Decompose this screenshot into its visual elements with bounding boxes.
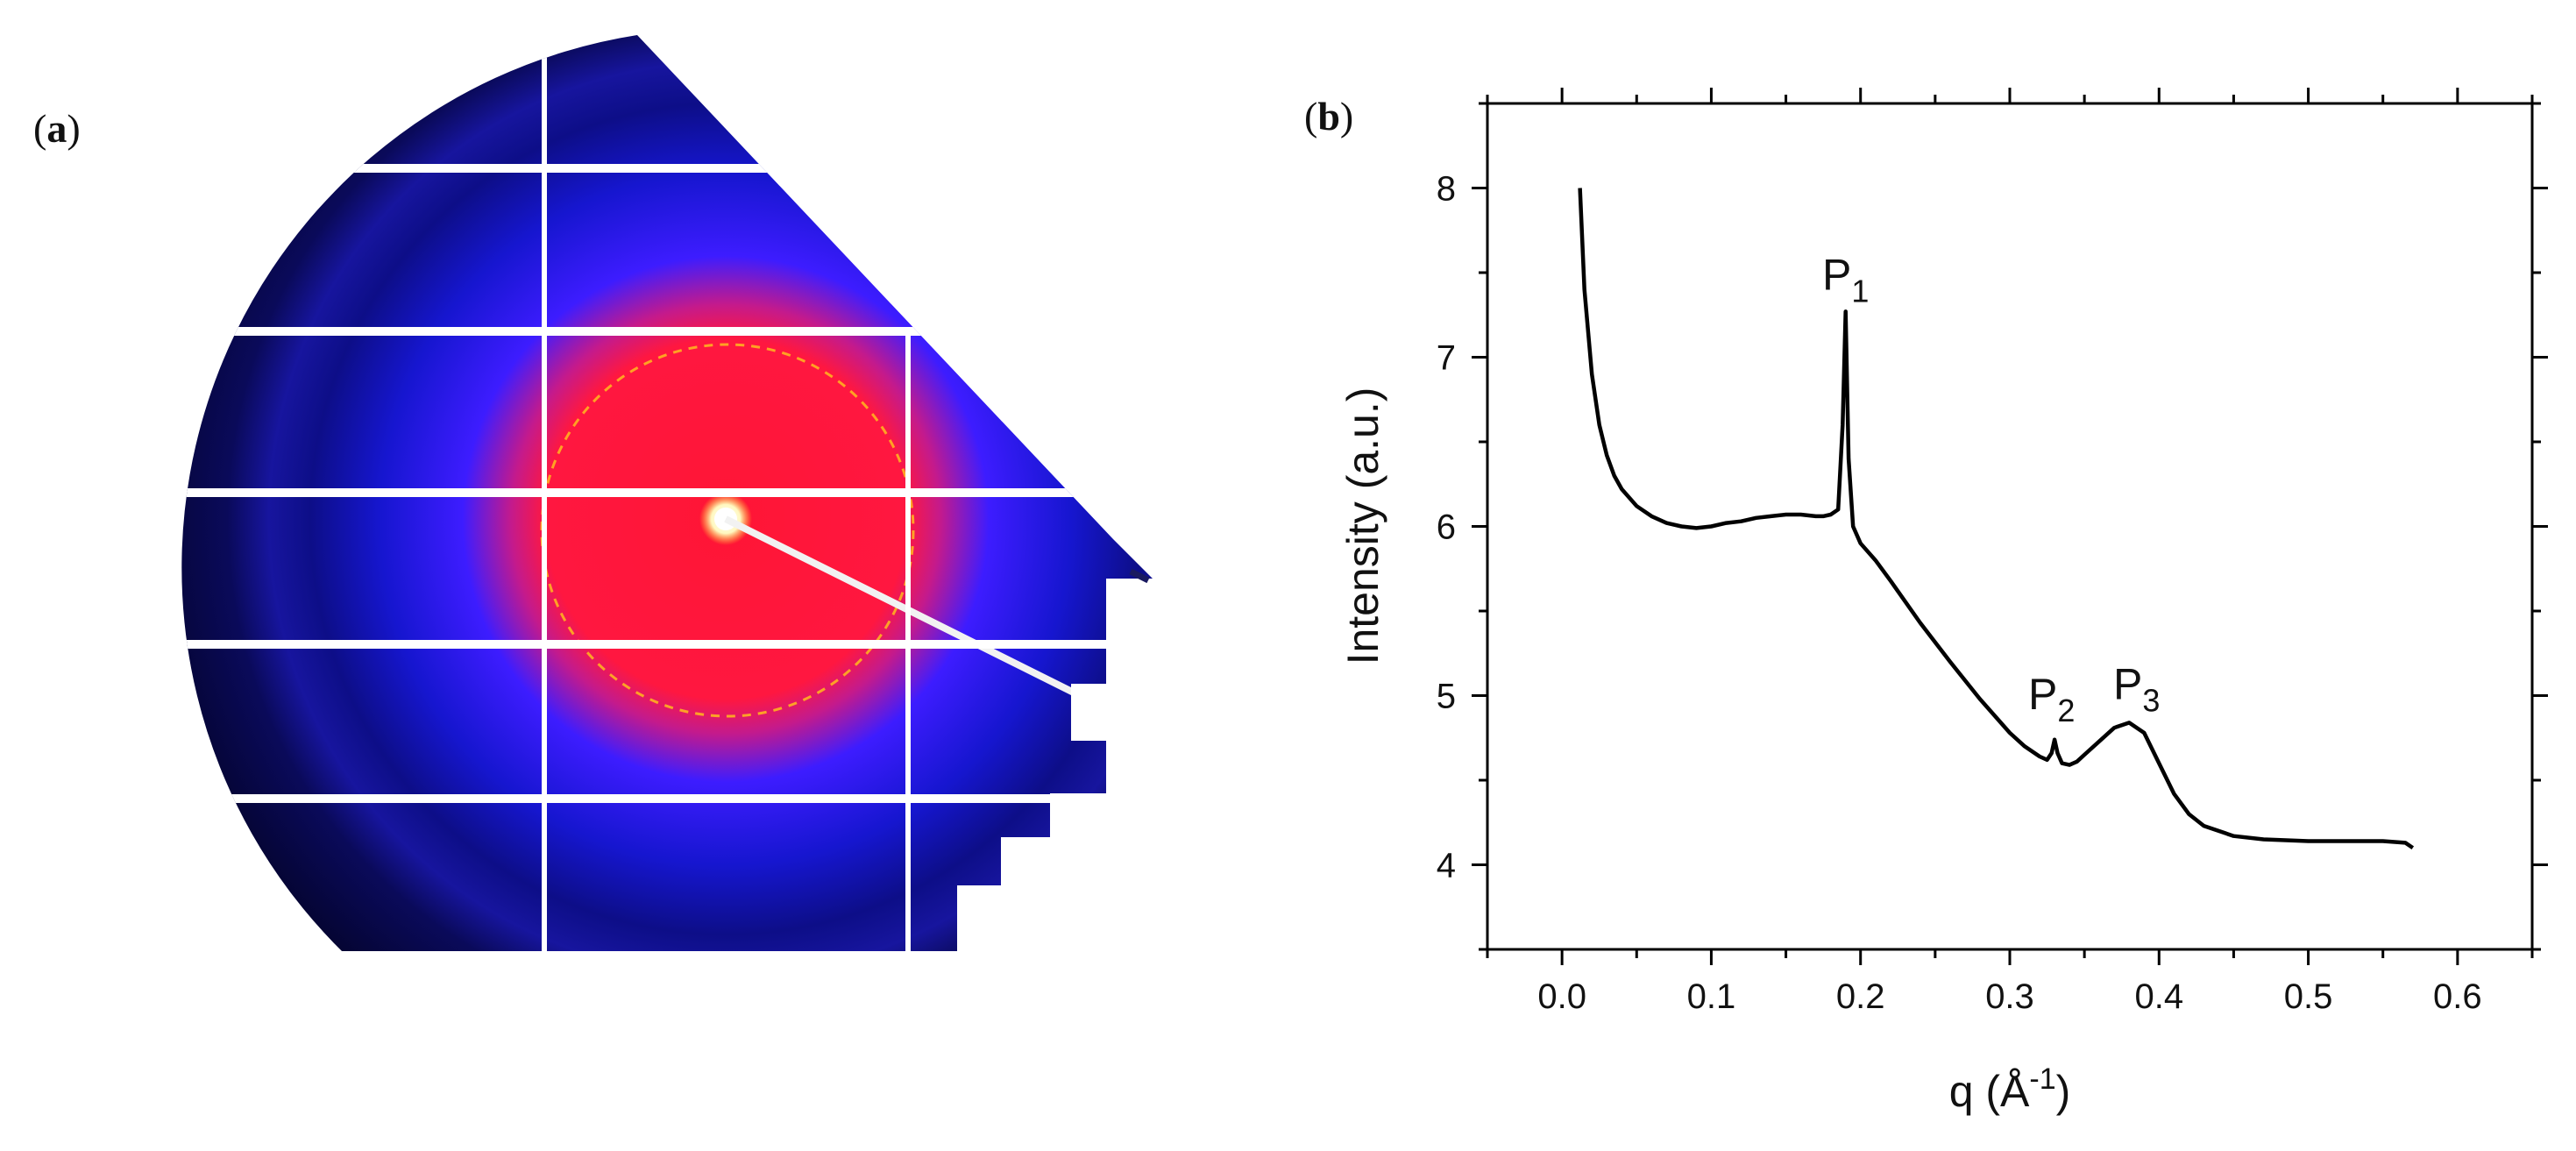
x-tick-label: 0.5 — [2284, 977, 2333, 1016]
x-axis-ticks: 0.0 0.1 0.2 0.3 0.4 0.5 0.6 — [1486, 88, 2534, 1016]
peak-label-p2: P2 — [2028, 670, 2075, 728]
x-axis-title: q (Å-1) — [1949, 1062, 2071, 1116]
y-tick-label: 5 — [1437, 678, 1456, 716]
y-tick-label: 4 — [1437, 847, 1456, 885]
detector-module-gaps — [181, 35, 1153, 951]
y-tick-label: 7 — [1437, 339, 1456, 378]
diffraction-ring — [540, 343, 915, 718]
x-tick-label: 0.3 — [1985, 977, 2034, 1016]
x-tick-label: 0.0 — [1537, 977, 1586, 1016]
panel-b-label: (b) — [1304, 94, 1353, 139]
peak-label-p1: P1 — [1822, 250, 1869, 309]
saxs-intensity-chart: 0.0 0.1 0.2 0.3 0.4 0.5 0.6 4 5 6 7 8 P1 P2 P3 q (Å-… — [1338, 88, 2548, 1116]
x-tick-label: 0.1 — [1687, 977, 1736, 1016]
y-tick-label: 8 — [1437, 170, 1456, 209]
peak-label-p3: P3 — [2113, 659, 2160, 718]
peak-annotations: P1 P2 P3 — [1822, 250, 2160, 728]
beamstop-tip — [1129, 568, 1150, 584]
x-tick-label: 0.6 — [2433, 977, 2482, 1016]
x-tick-label: 0.4 — [2134, 977, 2183, 1016]
y-axis-ticks: 4 5 6 7 8 — [1437, 102, 2548, 951]
y-axis-title: Intensity (a.u.) — [1338, 387, 1387, 665]
intensity-curve — [1578, 188, 2415, 850]
panel-a-label: (a) — [33, 106, 81, 151]
y-tick-label: 6 — [1437, 508, 1456, 547]
saxs-detector-image — [181, 35, 1153, 951]
plot-frame — [1486, 102, 2534, 951]
x-tick-label: 0.2 — [1836, 977, 1885, 1016]
